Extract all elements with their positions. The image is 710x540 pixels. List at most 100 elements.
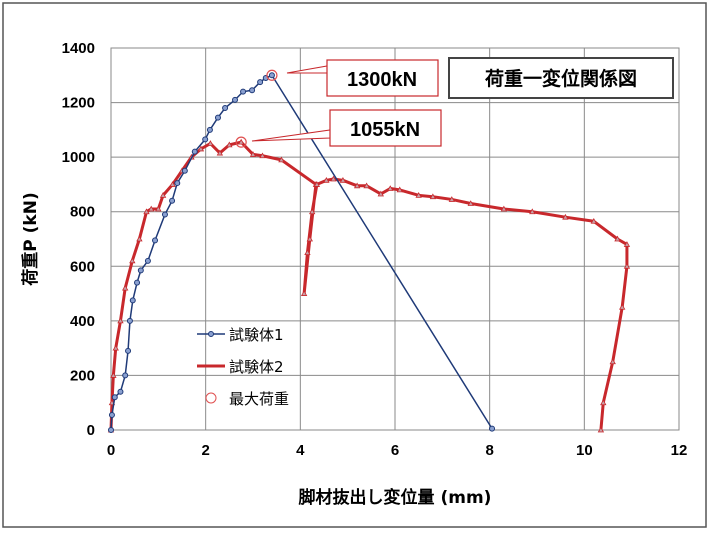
legend-label-series2: 試験体2: [229, 358, 284, 376]
data-point-specimen2: [306, 235, 313, 242]
series-line-specimen2: [109, 140, 629, 431]
data-point-specimen2: [562, 213, 569, 220]
callout-pointer-1055: [251, 129, 331, 142]
data-point-specimen1: [122, 372, 129, 379]
y-tick-label: 800: [70, 204, 95, 221]
chart-title: 荷重一変位関係図: [485, 67, 637, 90]
data-point-specimen2: [112, 344, 119, 351]
callout-1055kN: 1055kN: [350, 119, 420, 141]
data-point-specimen1: [169, 197, 176, 204]
max-load-marker: [266, 69, 278, 81]
x-tick-label: 4: [296, 442, 305, 459]
data-point-specimen2: [387, 185, 394, 191]
max-load-marker: [235, 136, 247, 148]
data-point-specimen2: [623, 262, 631, 269]
data-point-specimen2: [143, 208, 150, 215]
data-point-specimen1: [202, 136, 209, 143]
data-point-specimen2: [415, 192, 422, 198]
x-tick-label: 12: [671, 442, 688, 459]
data-point-specimen2: [467, 200, 474, 206]
y-tick-label: 1200: [62, 95, 95, 112]
data-point-specimen1: [222, 105, 229, 112]
data-point-specimen1: [117, 388, 124, 395]
y-axis-label: 荷重P (kN): [20, 192, 41, 285]
legend-label-max-load: 最大荷重: [229, 390, 289, 408]
plot-area: [110, 47, 680, 431]
data-point-specimen1: [181, 167, 188, 174]
data-point-specimen1: [257, 79, 264, 86]
series-line-specimen1: [110, 74, 493, 431]
data-point-specimen2: [500, 205, 508, 212]
data-point-specimen2: [339, 177, 347, 183]
data-point-specimen1: [152, 237, 159, 244]
data-point-specimen1: [489, 425, 496, 432]
data-point-specimen1: [268, 72, 275, 79]
data-point-specimen1: [129, 297, 136, 304]
data-point-specimen2: [448, 196, 455, 202]
data-point-specimen1: [232, 96, 239, 103]
data-point-specimen2: [169, 181, 176, 187]
data-point-specimen2: [619, 303, 626, 310]
callout-pointer-1300: [286, 65, 328, 74]
data-point-specimen2: [308, 208, 316, 215]
callout-1300kN: 1300kN: [347, 69, 417, 91]
data-point-specimen2: [363, 182, 370, 189]
data-point-specimen2: [300, 290, 308, 296]
data-point-specimen2: [226, 141, 233, 148]
x-tick-label: 6: [391, 442, 399, 459]
legend: 試験体1 試験体2 最大荷重: [197, 326, 289, 408]
data-point-specimen2: [304, 249, 311, 256]
data-point-specimen1: [174, 180, 181, 187]
x-tick-label: 8: [485, 442, 493, 459]
callout-box-1055: [329, 109, 442, 147]
data-point-specimen1: [191, 148, 198, 155]
data-point-specimen1: [240, 88, 247, 95]
data-point-specimen1: [137, 267, 144, 274]
x-tick-label: 10: [576, 442, 593, 459]
data-point-specimen2: [323, 177, 330, 183]
data-point-specimen2: [155, 205, 162, 212]
data-point-specimen2: [330, 175, 337, 182]
data-point-specimen2: [159, 192, 167, 198]
data-point-specimen1: [126, 317, 133, 324]
legend-label-series1: 試験体1: [229, 326, 284, 344]
data-point-specimen2: [529, 208, 536, 215]
data-point-specimen2: [237, 138, 245, 145]
data-point-specimen1: [144, 257, 151, 264]
data-point-specimen2: [148, 205, 155, 212]
y-tick-label: 1400: [62, 40, 95, 57]
data-point-specimen2: [609, 358, 616, 365]
y-tick-label: 0: [87, 422, 95, 439]
data-point-specimen2: [600, 399, 607, 406]
data-point-specimen2: [110, 372, 117, 378]
data-point-specimen1: [108, 427, 114, 433]
data-point-specimen2: [590, 217, 597, 224]
data-point-specimen2: [129, 257, 136, 264]
data-point-specimen1: [161, 211, 168, 218]
data-point-specimen1: [111, 394, 118, 401]
data-point-specimen2: [117, 317, 124, 324]
data-point-specimen2: [377, 190, 384, 197]
data-point-specimen1: [249, 87, 256, 94]
data-point-specimen1: [134, 279, 141, 286]
data-point-specimen1: [206, 126, 213, 133]
legend-marker-max-load: [205, 392, 217, 404]
data-point-specimen2: [623, 241, 631, 247]
data-point-specimen2: [259, 152, 266, 159]
data-point-specimen2: [313, 181, 321, 187]
data-point-specimen2: [136, 235, 143, 242]
data-point-specimen1: [214, 114, 221, 121]
data-point-specimen2: [597, 426, 605, 433]
x-tick-label: 2: [201, 442, 209, 459]
y-tick-label: 400: [70, 313, 95, 330]
y-tick-label: 1000: [62, 149, 95, 166]
data-point-specimen2: [249, 151, 257, 157]
x-tick-label: 0: [107, 442, 115, 459]
chart-border: [2, 2, 707, 528]
y-tick-label: 200: [70, 367, 95, 384]
legend-marker-series1: [208, 331, 214, 337]
data-point-specimen2: [278, 156, 285, 163]
data-point-specimen2: [429, 193, 437, 200]
